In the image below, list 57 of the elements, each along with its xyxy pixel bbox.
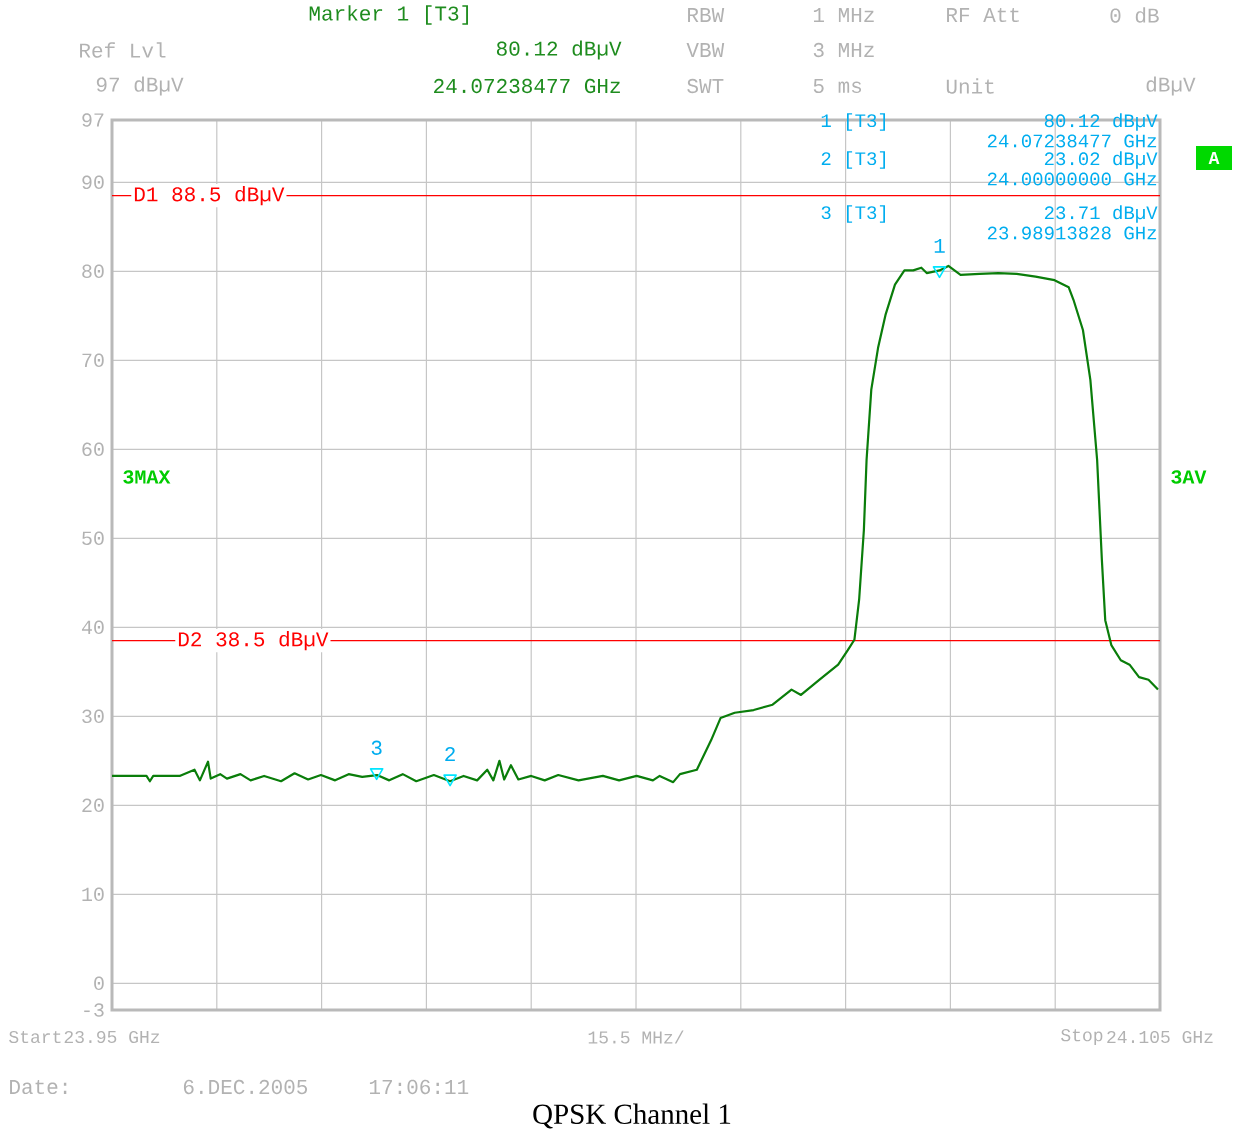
text: SWT <box>687 78 724 94</box>
text: 97 dBµV <box>96 76 184 96</box>
ref-line-label: D2 38.5 dBµV <box>178 631 329 651</box>
x-tick-label: 24.105 GHz <box>1107 1030 1213 1044</box>
annotation: 2 [T3] <box>821 151 885 169</box>
text: RBW <box>688 8 725 22</box>
text: 24.07238477 GHz <box>434 78 620 94</box>
y-tick-label: 20 <box>82 798 104 813</box>
y-tick-label: 50 <box>82 531 104 546</box>
y-tick-label: 10 <box>82 887 104 902</box>
y-tick-label: 97 <box>82 113 104 127</box>
x-axis-title: 15.5 MHz/ <box>588 1030 684 1044</box>
y-tick-label: -3 <box>84 1003 104 1017</box>
text: 6.DEC.2005 <box>183 1079 308 1095</box>
y-tick-label: 0 <box>94 976 104 991</box>
annotation: 23.02 dBµV <box>1044 151 1158 169</box>
text: Date: <box>10 1079 67 1095</box>
text: QPSK Channel 1 <box>533 1103 731 1129</box>
text: 17:06:11 <box>369 1079 469 1095</box>
annotation: 24.07238477 GHz <box>987 134 1157 148</box>
y-tick-label: 40 <box>81 620 104 635</box>
text: 3 MHz <box>813 42 874 58</box>
point <box>369 768 384 781</box>
ref-line-label: D1 88.5 dBµV <box>134 186 285 206</box>
text: Start <box>9 1030 61 1044</box>
annotation: 3MAX <box>123 470 171 484</box>
y-tick-label: 80 <box>82 264 104 279</box>
text: VBW <box>686 43 725 57</box>
annotation: 23.98913828 GHz <box>987 226 1157 240</box>
y-tick-label: 90 <box>82 175 104 190</box>
annotation: 23.71 dBµV <box>1044 205 1158 223</box>
text: Ref Lvl <box>80 42 166 58</box>
text: A <box>1208 152 1220 164</box>
text: RF Att <box>947 7 1019 23</box>
annotation: 3 <box>371 740 382 755</box>
annotation: 2 <box>445 746 455 762</box>
y-tick-label: 70 <box>82 353 104 368</box>
annotation: 3 [T3] <box>821 205 885 223</box>
line-series <box>110 264 1160 784</box>
y-tick-label: 30 <box>82 709 104 724</box>
text: 5 ms <box>813 78 862 94</box>
point <box>443 774 457 787</box>
text: 3AV <box>1171 470 1207 484</box>
text: Marker 1 [T3] <box>309 5 468 25</box>
text: 1 MHz <box>813 8 874 22</box>
text: 0 dB <box>1110 7 1159 23</box>
annotation: 1 [T3] <box>821 113 885 131</box>
text: Stop <box>1061 1029 1103 1045</box>
text: dBµV <box>1146 76 1196 96</box>
annotation: 80.12 dBµV <box>1044 113 1158 131</box>
text: 80.12 dBµV <box>496 40 622 60</box>
y-tick-label: 60 <box>82 442 104 457</box>
point <box>932 266 947 279</box>
x-tick-label: 23.95 GHz <box>64 1030 160 1044</box>
annotation: 1 <box>934 238 945 253</box>
text: Unit <box>946 78 994 94</box>
annotation: 24.00000000 GHz <box>987 172 1157 186</box>
